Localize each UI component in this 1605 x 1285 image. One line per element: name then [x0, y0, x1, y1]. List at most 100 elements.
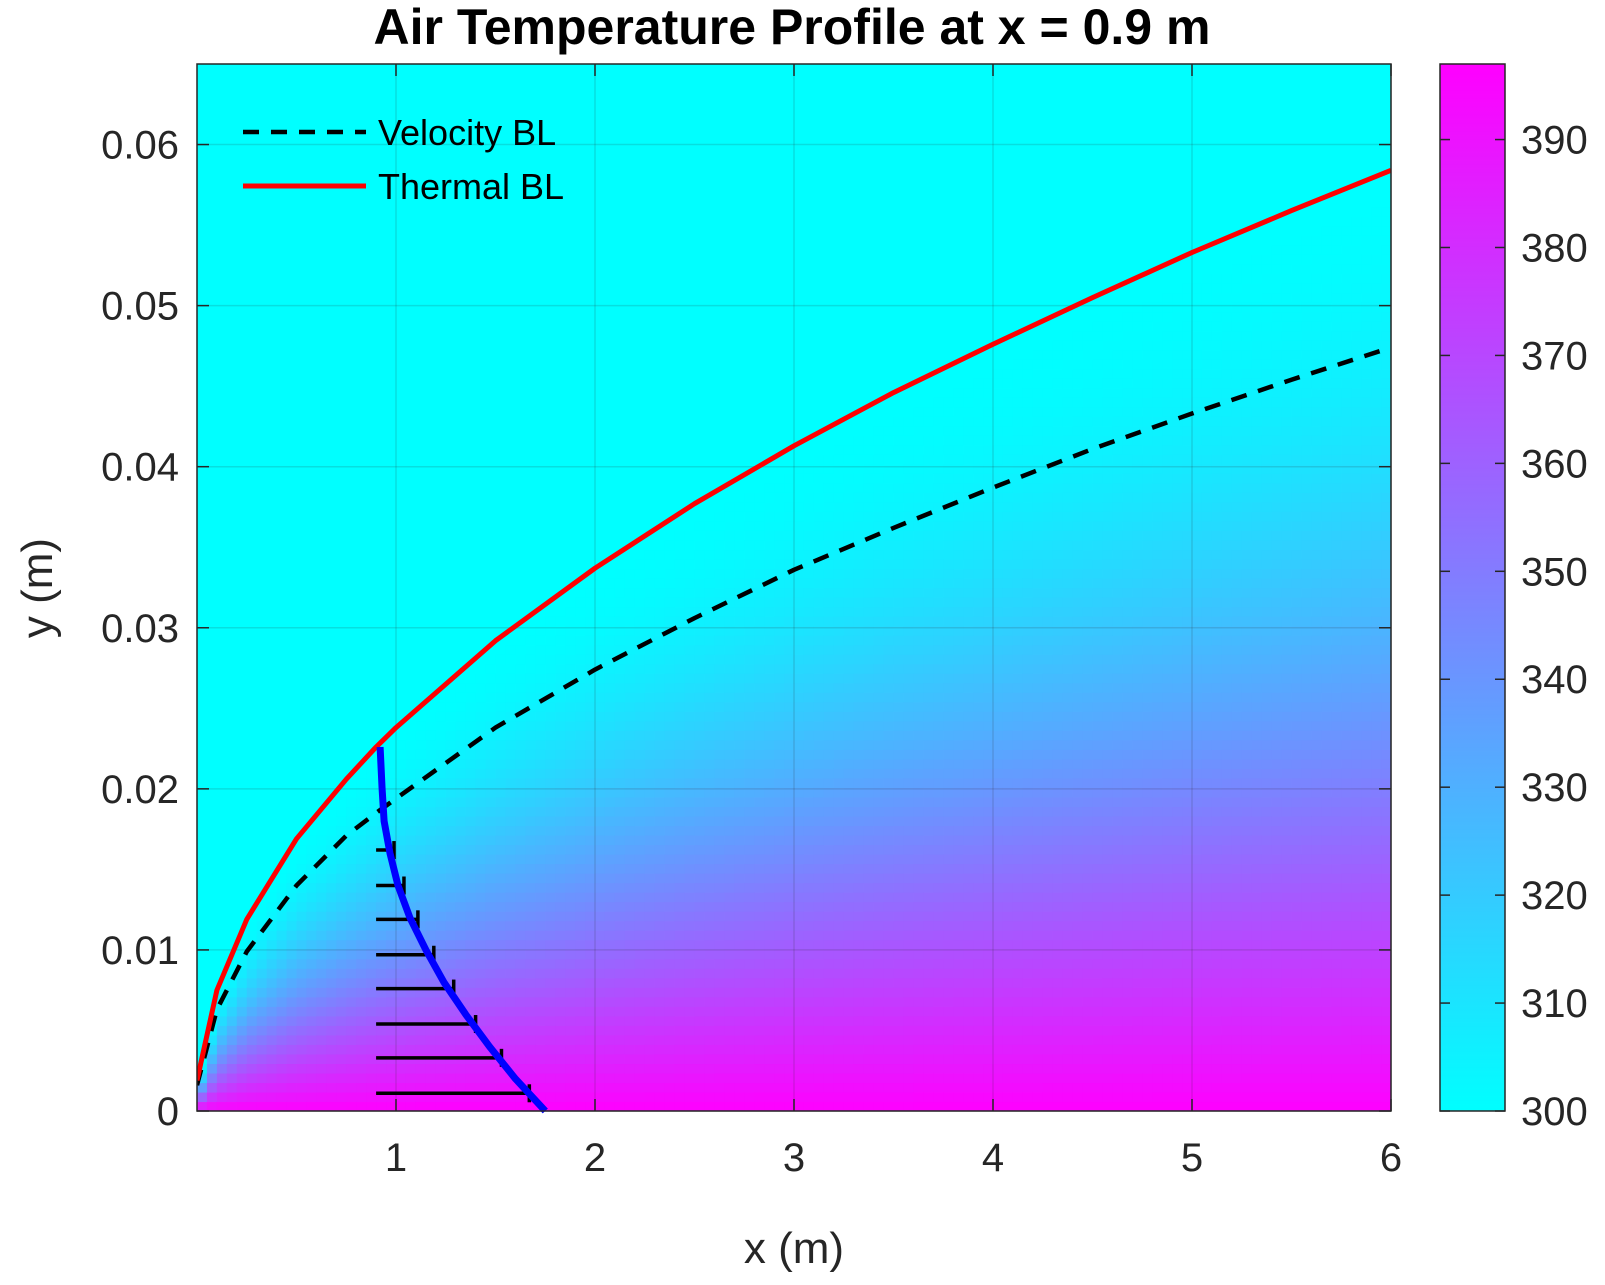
heat-cell — [595, 815, 606, 827]
heat-cell — [813, 977, 825, 988]
heat-cell — [694, 825, 706, 836]
heat-cell — [833, 930, 845, 941]
heat-cell — [923, 1015, 934, 1026]
heat-cell — [604, 787, 616, 798]
heat-cell — [356, 911, 367, 922]
heat-cell — [296, 1072, 308, 1084]
heat-cell — [973, 511, 984, 522]
heat-cell — [644, 549, 656, 560]
heat-cell — [963, 473, 974, 484]
heat-cell — [485, 1025, 497, 1036]
heat-cell — [1062, 730, 1074, 741]
heat-cell — [774, 1034, 785, 1045]
heat-cell — [555, 873, 566, 884]
heat-cell — [923, 825, 934, 836]
heat-cell — [843, 949, 855, 960]
heat-cell — [286, 968, 298, 979]
heat-cell — [983, 958, 994, 969]
heat-cell — [1022, 834, 1034, 846]
heat-cell — [515, 625, 526, 636]
heat-cell — [415, 1034, 427, 1045]
heat-cell — [435, 1015, 447, 1026]
heat-cell — [953, 949, 964, 960]
heat-cell — [903, 692, 914, 703]
heat-cell — [704, 939, 715, 950]
heat-cell — [485, 996, 497, 1007]
heat-cell — [893, 968, 905, 979]
heat-cell — [316, 892, 327, 903]
heat-cell — [883, 597, 895, 608]
heat-cell — [455, 749, 467, 760]
heat-cell — [674, 625, 686, 636]
heat-cell — [953, 1006, 964, 1017]
heat-cell — [993, 558, 1004, 570]
heat-cell — [435, 749, 447, 760]
heat-cell — [863, 406, 875, 417]
heat-cell — [555, 1053, 566, 1065]
heat-cell — [366, 873, 377, 884]
heat-cell — [555, 806, 566, 817]
heat-cell — [654, 882, 666, 893]
heat-cell — [784, 787, 795, 798]
heat-cell — [883, 777, 895, 788]
heat-cell — [495, 806, 507, 817]
heat-cell — [1012, 777, 1024, 788]
heat-cell — [1032, 920, 1044, 931]
heat-cell — [684, 911, 696, 922]
heat-cell — [983, 587, 994, 598]
heat-cell — [943, 720, 954, 731]
heat-cell — [634, 825, 646, 836]
heat-cell — [913, 530, 924, 541]
heat-cell — [784, 825, 795, 836]
heat-cell — [704, 635, 715, 646]
heat-cell — [1052, 597, 1064, 608]
heat-cell — [664, 654, 676, 665]
heat-cell — [326, 806, 337, 817]
heat-cell — [963, 530, 974, 541]
heat-cell — [535, 1015, 546, 1026]
heat-cell — [973, 930, 984, 941]
heat-cell — [1002, 435, 1014, 446]
heat-cell — [943, 1025, 954, 1036]
heat-cell — [634, 654, 646, 665]
heat-cell — [1022, 539, 1034, 551]
heat-cell — [744, 1063, 755, 1074]
heat-cell — [833, 425, 845, 436]
heat-cell — [316, 1101, 327, 1111]
heat-cell — [923, 644, 934, 655]
heat-cell — [405, 1072, 417, 1084]
heat-cell — [784, 463, 795, 474]
heat-cell — [1072, 863, 1084, 874]
heat-cell — [614, 749, 626, 760]
heat-cell — [1012, 549, 1024, 560]
heat-cell — [246, 911, 258, 922]
heat-cell — [833, 1015, 845, 1026]
heat-cell — [883, 882, 895, 893]
heat-cell — [624, 949, 636, 960]
heat-cell — [1002, 1025, 1014, 1036]
heat-cell — [555, 930, 566, 941]
heat-cell — [296, 882, 308, 893]
heat-cell — [943, 749, 954, 760]
heat-cell — [1032, 663, 1044, 674]
heat-cell — [784, 625, 795, 636]
heat-cell — [465, 939, 477, 950]
heat-cell — [296, 930, 308, 941]
heat-cell — [943, 387, 954, 398]
heat-cell — [525, 1015, 536, 1026]
heat-cell — [843, 473, 855, 484]
heat-cell — [724, 949, 735, 960]
heat-cell — [515, 720, 526, 731]
heat-cell — [823, 635, 835, 646]
heat-cell — [1002, 1072, 1014, 1084]
heat-cell — [545, 730, 556, 741]
heat-cell — [893, 901, 905, 912]
heat-cell — [475, 1063, 487, 1074]
heat-cell — [883, 844, 895, 855]
heat-cell — [505, 1053, 516, 1065]
heat-cell — [833, 834, 845, 846]
heat-cell — [853, 692, 865, 703]
heat-cell — [405, 777, 417, 788]
heat-cell — [933, 834, 944, 846]
heat-cell — [644, 787, 656, 798]
